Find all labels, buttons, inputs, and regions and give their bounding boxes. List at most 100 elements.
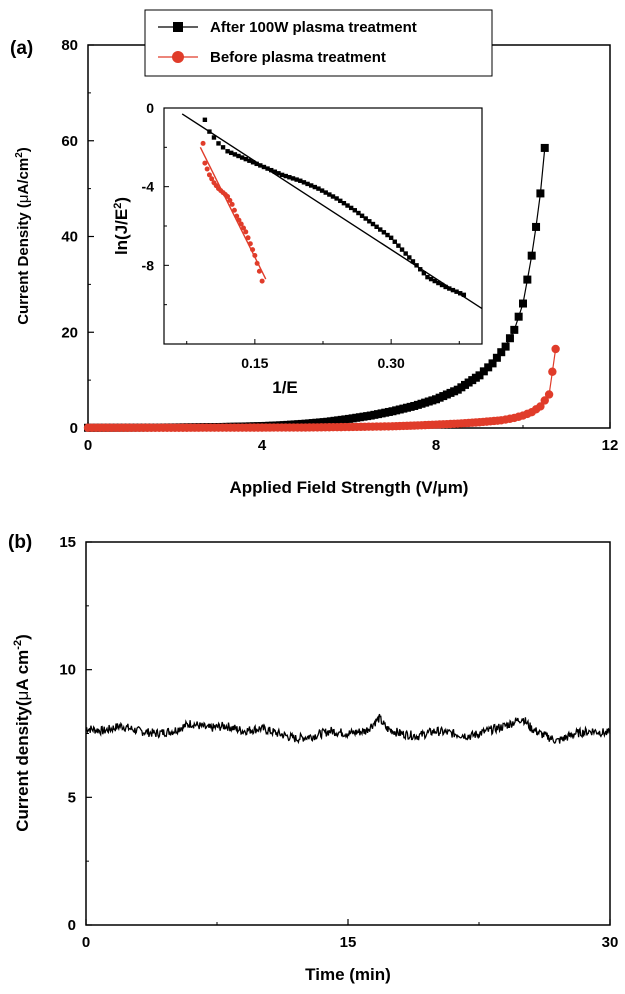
inset-ylabel: ln(J/E2) xyxy=(112,197,131,255)
inset-data-point-before xyxy=(252,253,258,258)
inset-data-point-before xyxy=(245,235,251,241)
inset-data-point-after xyxy=(254,161,259,167)
legend-label-after: After 100W plasma treatment xyxy=(210,19,417,36)
inset-data-point-after xyxy=(403,251,408,256)
chart-a-xlabel: Applied Field Strength (V/μm) xyxy=(230,478,469,497)
data-point-after xyxy=(475,371,484,380)
inset-data-point-after xyxy=(229,150,234,156)
inset-data-point-before xyxy=(234,213,240,219)
panel-b-label: (b) xyxy=(8,532,32,553)
data-point-before xyxy=(548,367,557,376)
inset-y-tick-label: -4 xyxy=(142,179,155,195)
inset-data-point-before xyxy=(209,176,215,182)
y-tick-label: 40 xyxy=(61,229,78,246)
inset-data-point-before xyxy=(206,172,212,178)
data-point-after xyxy=(488,359,497,368)
inset-data-point-after xyxy=(443,284,448,290)
data-point-before xyxy=(551,344,560,354)
data-point-after xyxy=(514,312,523,321)
inset-data-point-after xyxy=(425,274,430,280)
inset-data-point-after xyxy=(298,178,303,183)
data-point-after xyxy=(484,363,493,372)
inset-data-point-after xyxy=(330,194,336,199)
data-point-after xyxy=(510,325,519,334)
inset-frame xyxy=(163,107,483,345)
inset-data-point-after xyxy=(312,184,318,190)
series-line-before xyxy=(88,348,557,429)
inset-data-point-before xyxy=(236,217,242,223)
inset-data-point-after xyxy=(396,243,401,248)
inset-data-point-after xyxy=(232,152,238,157)
inset-data-point-after xyxy=(301,180,307,185)
data-point-after xyxy=(536,189,545,198)
legend-marker-before xyxy=(172,51,184,63)
x-tick-label: 0 xyxy=(82,934,90,951)
inset-data-point-after xyxy=(287,175,292,180)
y-tick-label: 0 xyxy=(70,420,78,437)
legend-label-before: Before plasma treatment xyxy=(210,49,386,66)
inset-data-point-after xyxy=(341,200,347,206)
inset-data-point-after xyxy=(439,282,445,288)
data-point-after xyxy=(519,299,527,308)
inset-data-point-before xyxy=(254,260,260,266)
inset-data-point-after xyxy=(457,291,463,296)
inset-data-point-before xyxy=(200,140,206,146)
inset-data-point-after xyxy=(352,208,357,213)
x-tick-label: 15 xyxy=(340,934,357,951)
inset-data-point-after xyxy=(399,247,405,252)
inset-data-point-after xyxy=(410,259,416,264)
inset-data-point-after xyxy=(454,289,459,294)
y-tick-label: 0 xyxy=(68,917,76,934)
inset-data-point-after xyxy=(345,203,350,208)
inset-data-point-after xyxy=(363,216,368,221)
inset-data-point-after xyxy=(279,172,285,178)
series-line-stability xyxy=(85,713,611,745)
inset-data-point-before xyxy=(229,201,235,207)
inset-data-point-after xyxy=(202,117,208,122)
inset-data-point-after xyxy=(381,230,387,235)
inset-data-point-after xyxy=(407,255,412,260)
inset-data-point-after xyxy=(414,263,419,268)
inset-data-point-after xyxy=(283,173,288,179)
inset-data-point-after xyxy=(316,186,321,191)
inset-data-point-after xyxy=(319,188,325,193)
inset-data-point-after xyxy=(374,224,379,229)
inset-data-point-after xyxy=(290,176,296,181)
inset-data-point-after xyxy=(428,276,434,282)
chart-a-axes: 0 4 8 12 0 20 40 60 80 xyxy=(61,37,618,454)
data-point-after xyxy=(505,334,514,343)
data-point-after xyxy=(523,275,532,284)
inset-data-point-after xyxy=(421,271,427,276)
inset-data-point-before xyxy=(231,207,237,213)
inset-data-point-before xyxy=(250,247,256,253)
inset-data-point-after xyxy=(239,155,245,160)
inset-data-point-after xyxy=(308,183,314,188)
y-tick-label: 80 xyxy=(61,37,78,54)
x-tick-label: 12 xyxy=(602,437,619,454)
inset-series xyxy=(181,113,483,310)
data-point-before xyxy=(540,396,549,405)
inset-data-point-after xyxy=(378,227,383,232)
inset-data-point-before xyxy=(241,225,246,231)
inset-data-point-after xyxy=(461,292,467,298)
inset-data-point-after xyxy=(392,239,397,244)
inset-data-point-after xyxy=(236,153,241,159)
inset-data-point-before xyxy=(238,221,244,227)
chart-b-ylabel: Current density(μA cm-2) xyxy=(12,634,32,832)
y-tick-label: 15 xyxy=(59,534,76,551)
inset-data-point-after xyxy=(225,149,230,154)
data-point-after xyxy=(527,251,536,260)
inset-data-point-after xyxy=(258,163,263,168)
inset-data-point-after xyxy=(220,145,226,150)
inset-data-point-after xyxy=(450,287,456,293)
inset-data-point-after xyxy=(385,232,390,238)
data-point-after xyxy=(532,222,541,231)
inset-data-point-before xyxy=(227,197,233,203)
inset-data-point-after xyxy=(418,267,423,272)
inset-data-point-after xyxy=(269,167,274,173)
panel-a-label: (a) xyxy=(10,38,33,59)
data-point-after xyxy=(497,348,506,357)
data-point-after xyxy=(479,367,488,376)
y-tick-label: 5 xyxy=(68,789,76,806)
